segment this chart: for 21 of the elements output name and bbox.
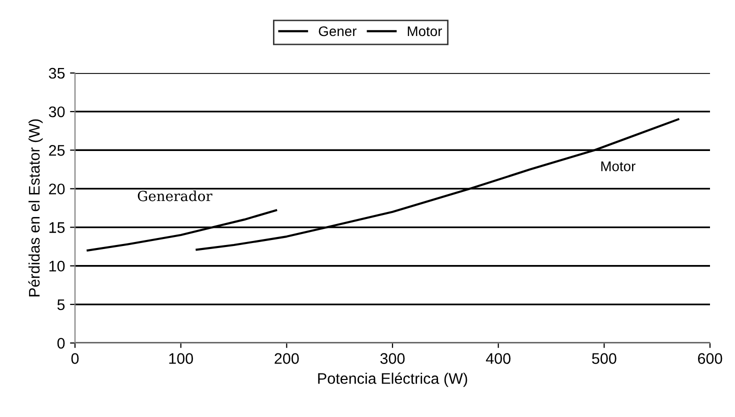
x-tick-label: 300 [380, 353, 405, 364]
y-tick-label: 35 [48, 68, 65, 79]
y-tick-label: 20 [49, 184, 65, 194]
y-tick-label: 15 [49, 222, 65, 233]
y-tick-label: 0 [57, 338, 65, 349]
legend-label: Motor [408, 26, 442, 36]
y-tick-label: 25 [49, 145, 65, 156]
x-axis-title: Potencia Eléctrica (W) [318, 372, 468, 387]
y-tick-label: 5 [57, 299, 65, 310]
y-tick-label: 10 [49, 260, 65, 272]
y-tick-label: 30 [48, 106, 65, 118]
y-axis-title: Pérdidas en el Estator (W) [28, 119, 43, 296]
x-tick-label: 200 [274, 353, 299, 364]
x-tick-label: 400 [486, 353, 510, 364]
annotation: Generador [138, 190, 212, 202]
x-tick-label: 0 [71, 353, 79, 364]
legend-label: Gener [318, 26, 357, 36]
x-tick-label: 500 [592, 353, 616, 364]
annotation: Motor [601, 162, 636, 172]
x-tick-label: 100 [169, 353, 193, 364]
x-tick-label: 600 [698, 353, 722, 364]
